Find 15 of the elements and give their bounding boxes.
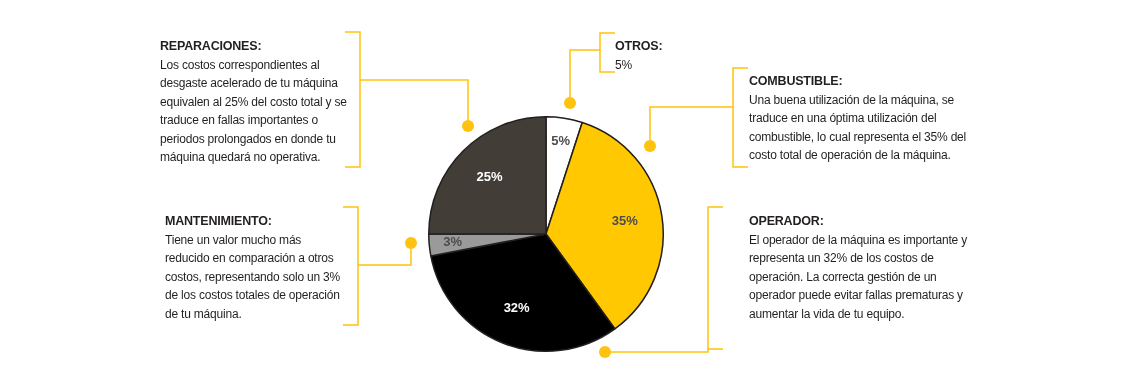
data-label: 5% xyxy=(551,132,571,148)
text: Los costos correspondientes al desgaste acelerado de tu máquina equivalen al 25% del costo total y se traduce en fallas importantes o periodos prolongados en donde tu máquina quedará no operativa. xyxy=(160,57,347,164)
data-label: 35% xyxy=(611,213,639,229)
data-label: 25% xyxy=(476,169,504,185)
text: OPERADOR: xyxy=(749,213,825,230)
text: Tiene un valor mucho más reducido en comparación a otros costos, representando solo un 3% de los costos totales de operación de tu máquina. xyxy=(165,232,341,321)
text: COMBUSTIBLE: xyxy=(749,73,844,90)
text: Una buena utilización de la máquina, se traduce en una óptima utilización del combustible, lo cual representa el 35% del costo total de operación de la máquina. xyxy=(749,92,967,162)
text: REPARACIONES: xyxy=(160,38,263,55)
data-label: 32% xyxy=(503,299,531,315)
text: MANTENIMIENTO: xyxy=(165,213,273,230)
text: El operador de la máquina es importante y representa un 32% de los costos de operación. La correcta gestión de un operador puede evitar fallas prematuras y aumentar la vida de tu equipo. xyxy=(749,232,967,321)
data-label: 3% xyxy=(443,234,463,250)
text: OTROS: xyxy=(615,38,664,55)
text: 5% xyxy=(615,57,632,72)
